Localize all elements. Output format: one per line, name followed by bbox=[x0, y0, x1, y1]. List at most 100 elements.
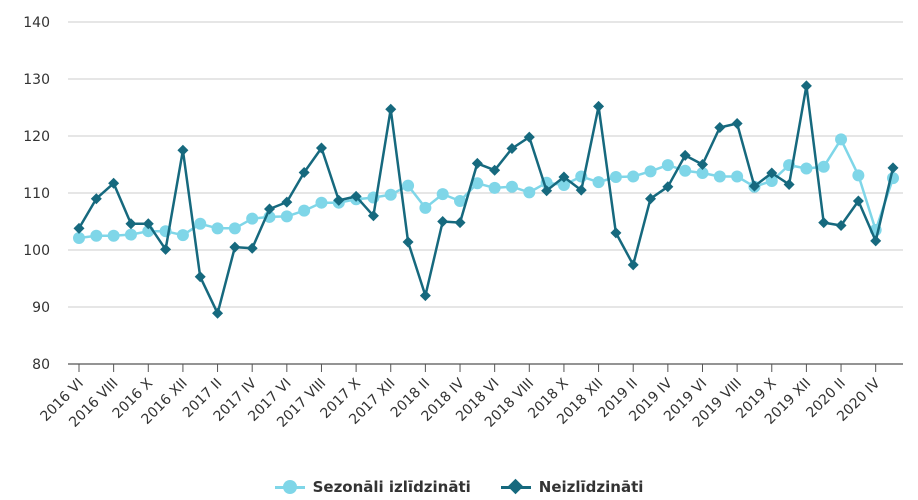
data-point-circle[interactable] bbox=[211, 222, 224, 235]
data-point-diamond[interactable] bbox=[177, 144, 189, 156]
data-point-diamond[interactable] bbox=[714, 121, 726, 133]
data-point-diamond[interactable] bbox=[315, 142, 327, 154]
legend-item-seasonally-adjusted[interactable]: Sezonāli izlīdzināti bbox=[274, 478, 471, 496]
data-point-diamond[interactable] bbox=[142, 218, 154, 230]
data-point-circle[interactable] bbox=[696, 167, 709, 180]
data-point-diamond[interactable] bbox=[454, 217, 466, 229]
data-point-circle[interactable] bbox=[679, 164, 692, 177]
y-tick-label: 140 bbox=[23, 15, 50, 31]
data-point-circle[interactable] bbox=[627, 170, 640, 183]
data-point-circle[interactable] bbox=[731, 170, 744, 183]
data-point-circle[interactable] bbox=[471, 177, 484, 190]
data-point-circle[interactable] bbox=[246, 212, 259, 225]
data-point-diamond[interactable] bbox=[748, 180, 760, 192]
data-point-circle[interactable] bbox=[315, 196, 328, 209]
data-point-diamond[interactable] bbox=[212, 307, 224, 319]
data-point-diamond[interactable] bbox=[575, 184, 587, 196]
y-tick-label: 80 bbox=[32, 357, 50, 373]
data-point-circle[interactable] bbox=[402, 179, 415, 192]
data-point-diamond[interactable] bbox=[402, 236, 414, 248]
data-point-circle[interactable] bbox=[523, 186, 536, 199]
data-point-circle[interactable] bbox=[817, 160, 830, 173]
data-point-diamond[interactable] bbox=[333, 194, 345, 206]
data-point-diamond[interactable] bbox=[558, 171, 570, 183]
data-point-circle[interactable] bbox=[228, 222, 241, 235]
data-point-diamond[interactable] bbox=[541, 185, 553, 197]
y-tick-label: 110 bbox=[23, 186, 50, 202]
series-2 bbox=[73, 80, 899, 319]
data-point-circle[interactable] bbox=[90, 229, 103, 242]
data-point-circle[interactable] bbox=[73, 232, 85, 245]
data-point-diamond[interactable] bbox=[835, 219, 847, 231]
data-point-diamond[interactable] bbox=[870, 235, 882, 247]
data-point-circle[interactable] bbox=[488, 181, 501, 194]
data-point-diamond[interactable] bbox=[350, 190, 362, 202]
data-point-circle[interactable] bbox=[557, 179, 570, 192]
data-point-diamond[interactable] bbox=[731, 117, 743, 129]
data-point-diamond[interactable] bbox=[852, 195, 864, 207]
legend-circle-marker-icon bbox=[274, 480, 305, 494]
data-point-circle[interactable] bbox=[505, 180, 518, 193]
y-axis: 80 90 100 110 120 130 140 bbox=[23, 15, 50, 373]
series-layer bbox=[73, 80, 899, 319]
data-point-circle[interactable] bbox=[176, 229, 189, 242]
data-point-circle[interactable] bbox=[592, 176, 605, 189]
data-point-diamond[interactable] bbox=[523, 131, 535, 143]
data-point-diamond[interactable] bbox=[818, 217, 830, 229]
y-tick-label: 100 bbox=[23, 243, 50, 259]
data-point-circle[interactable] bbox=[644, 165, 657, 178]
data-point-diamond[interactable] bbox=[108, 177, 120, 189]
data-point-circle[interactable] bbox=[454, 194, 467, 207]
data-point-circle[interactable] bbox=[124, 228, 137, 241]
data-point-diamond[interactable] bbox=[160, 243, 172, 255]
data-point-diamond[interactable] bbox=[246, 242, 258, 254]
data-point-diamond[interactable] bbox=[437, 216, 449, 227]
data-point-diamond[interactable] bbox=[887, 162, 899, 174]
data-point-diamond[interactable] bbox=[506, 143, 518, 155]
data-point-diamond[interactable] bbox=[281, 196, 293, 208]
data-point-circle[interactable] bbox=[280, 210, 293, 223]
data-point-diamond[interactable] bbox=[610, 227, 622, 239]
data-point-diamond[interactable] bbox=[627, 259, 639, 271]
data-point-diamond[interactable] bbox=[679, 149, 691, 161]
legend-label: Neizlīdzināti bbox=[538, 478, 644, 496]
data-point-circle[interactable] bbox=[298, 204, 311, 217]
data-point-diamond[interactable] bbox=[264, 203, 276, 215]
data-point-diamond[interactable] bbox=[419, 290, 431, 302]
data-point-circle[interactable] bbox=[609, 171, 622, 184]
data-point-diamond[interactable] bbox=[593, 100, 605, 112]
data-point-diamond[interactable] bbox=[125, 218, 137, 230]
data-point-circle[interactable] bbox=[713, 170, 726, 183]
data-point-circle[interactable] bbox=[384, 188, 397, 201]
data-point-diamond[interactable] bbox=[471, 157, 483, 169]
data-point-diamond[interactable] bbox=[696, 159, 708, 170]
data-point-circle[interactable] bbox=[436, 188, 449, 201]
data-point-circle[interactable] bbox=[194, 217, 207, 230]
data-point-circle[interactable] bbox=[107, 229, 120, 242]
data-point-diamond[interactable] bbox=[783, 178, 795, 190]
data-point-diamond[interactable] bbox=[298, 166, 310, 178]
data-point-circle[interactable] bbox=[852, 169, 865, 182]
y-tick-label: 130 bbox=[23, 72, 50, 88]
data-point-diamond[interactable] bbox=[90, 193, 102, 205]
data-point-diamond[interactable] bbox=[800, 80, 812, 92]
data-point-diamond[interactable] bbox=[489, 164, 501, 176]
data-point-diamond[interactable] bbox=[645, 193, 657, 205]
data-point-circle[interactable] bbox=[800, 162, 813, 175]
data-point-circle[interactable] bbox=[661, 159, 674, 172]
grid-lines bbox=[68, 21, 903, 365]
data-point-circle[interactable] bbox=[835, 133, 848, 146]
data-point-diamond[interactable] bbox=[385, 103, 397, 115]
data-point-diamond[interactable] bbox=[662, 181, 674, 193]
data-point-circle[interactable] bbox=[419, 201, 432, 214]
legend-item-unadjusted[interactable]: Neizlīdzināti bbox=[500, 478, 644, 496]
data-point-diamond[interactable] bbox=[367, 210, 379, 222]
data-point-diamond[interactable] bbox=[766, 167, 778, 179]
data-point-diamond[interactable] bbox=[229, 241, 241, 253]
data-point-circle[interactable] bbox=[765, 175, 778, 188]
legend-diamond-marker-icon bbox=[500, 478, 531, 495]
data-point-diamond[interactable] bbox=[194, 271, 206, 283]
data-point-diamond[interactable] bbox=[73, 222, 85, 234]
